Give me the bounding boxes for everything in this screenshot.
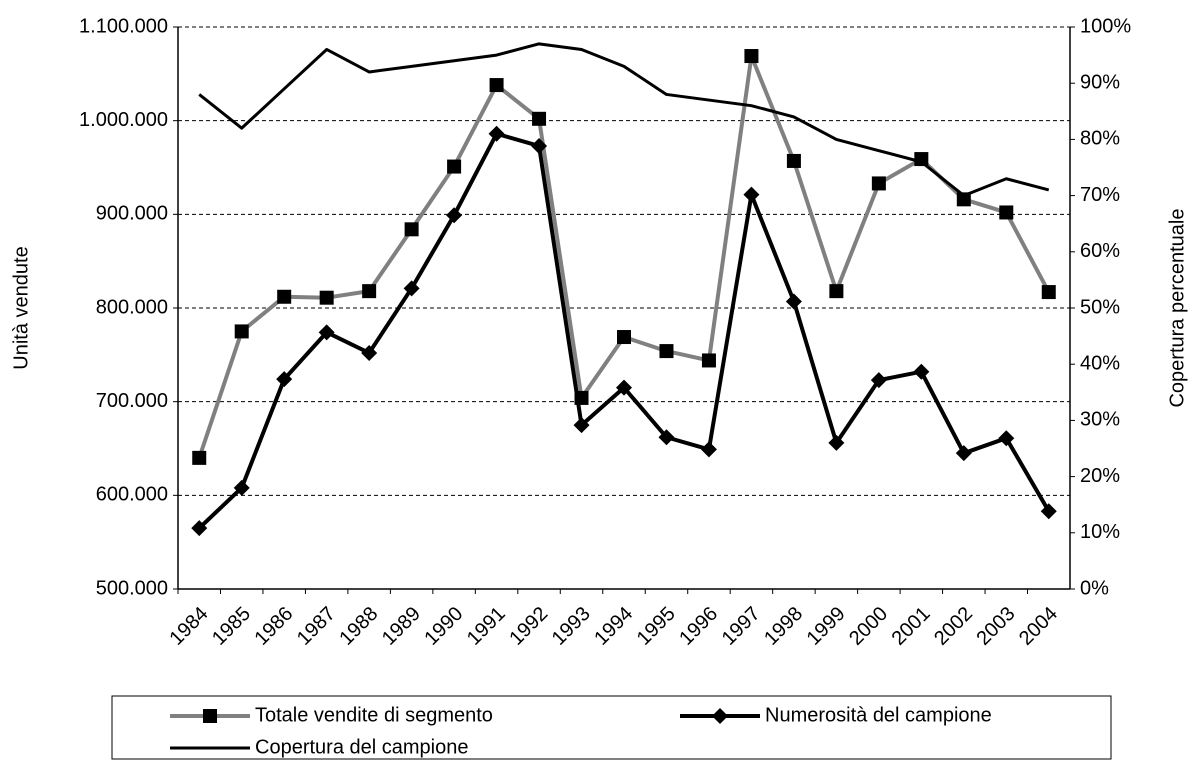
x-tick-label: 1989 [378, 603, 425, 650]
x-tick-label: 1992 [505, 603, 552, 650]
x-tick-label: 2004 [1015, 603, 1062, 650]
y2-tick-label: 30% [1080, 409, 1120, 431]
y2-tick-label: 70% [1080, 184, 1120, 206]
marker-diamond [955, 445, 972, 462]
marker-square [617, 330, 631, 345]
y-tick-label: 1.100.000 [79, 15, 168, 37]
x-tick-label: 1985 [208, 603, 255, 650]
y2-tick-label: 90% [1080, 71, 1120, 93]
x-tick-label: 2000 [845, 603, 892, 650]
marker-diamond [1040, 503, 1057, 520]
x-tick-label: 1984 [165, 603, 212, 650]
marker-diamond [658, 429, 675, 446]
x-tick-label: 1990 [420, 603, 467, 650]
legend-label: Totale vendite di segmento [255, 704, 493, 726]
marker-diamond [233, 479, 250, 496]
marker-square [701, 353, 716, 368]
y-axis-title: Unità vendute [10, 246, 32, 369]
y-tick-label: 800.000 [96, 296, 168, 318]
marker-diamond [191, 520, 208, 537]
marker-diamond [531, 137, 548, 154]
x-tick-label: 2002 [930, 603, 977, 650]
marker-square [192, 450, 207, 465]
x-tick-label: 1986 [250, 603, 297, 650]
y-tick-label: 600.000 [96, 484, 168, 506]
marker-diamond [616, 379, 632, 396]
marker-square [489, 78, 504, 93]
marker-square [532, 111, 547, 126]
y2-tick-label: 60% [1080, 240, 1120, 262]
marker-diamond [573, 417, 590, 434]
marker-diamond [488, 125, 505, 142]
marker-square [203, 709, 217, 723]
marker-square [404, 222, 419, 237]
marker-diamond [403, 280, 420, 297]
marker-diamond [743, 186, 760, 203]
legend-label: Numerosità del campione [765, 704, 992, 726]
marker-square [829, 284, 844, 299]
marker-diamond [700, 441, 717, 458]
x-tick-label: 1987 [293, 603, 340, 650]
marker-square [234, 324, 249, 339]
x-tick-label: 1997 [718, 603, 765, 650]
y-tick-label: 500.000 [96, 577, 168, 599]
marker-diamond [318, 324, 335, 341]
y2-tick-label: 20% [1080, 465, 1120, 487]
x-tick-label: 2001 [888, 603, 935, 650]
marker-diamond [785, 293, 802, 310]
marker-square [277, 289, 292, 304]
x-tick-label: 1993 [548, 603, 595, 650]
marker-square [956, 192, 971, 207]
x-tick-label: 2003 [973, 603, 1020, 650]
y2-tick-label: 0% [1080, 577, 1109, 599]
marker-square [786, 153, 801, 168]
y-tick-label: 900.000 [96, 203, 168, 225]
x-tick-label: 1994 [590, 603, 637, 650]
marker-diamond [446, 207, 463, 224]
marker-diamond [870, 372, 887, 389]
legend-label: Copertura del campione [255, 736, 468, 758]
x-tick-label: 1996 [675, 603, 722, 650]
x-tick-label: 1999 [803, 603, 850, 650]
marker-diamond [998, 430, 1015, 447]
y2-tick-label: 100% [1080, 15, 1131, 37]
y-tick-label: 1.000.000 [79, 109, 168, 131]
series-line [198, 42, 1050, 198]
y-tick-label: 700.000 [96, 390, 168, 412]
marker-square [744, 49, 759, 64]
marker-square [362, 284, 377, 299]
marker-diamond [828, 434, 845, 451]
marker-square [999, 205, 1014, 220]
marker-square [447, 159, 462, 174]
y2-axis-title: Copertura percentuale [1166, 208, 1188, 407]
legend-box [111, 695, 1112, 760]
x-tick-label: 1988 [335, 603, 382, 650]
x-tick-label: 1995 [633, 603, 680, 650]
marker-square [659, 344, 674, 359]
marker-square [871, 176, 886, 191]
y2-tick-label: 40% [1080, 352, 1120, 374]
marker-square [1041, 285, 1056, 300]
marker-square [914, 152, 929, 167]
x-tick-label: 1991 [463, 603, 510, 650]
y2-tick-label: 80% [1080, 128, 1120, 150]
marker-diamond [361, 344, 378, 361]
marker-square [319, 290, 334, 305]
marker-diamond [712, 708, 728, 724]
marker-diamond [276, 371, 293, 388]
marker-diamond [913, 363, 930, 380]
y2-tick-label: 50% [1080, 296, 1120, 318]
series-line [197, 54, 1051, 459]
x-tick-label: 1998 [760, 603, 807, 650]
y2-tick-label: 10% [1080, 521, 1120, 543]
